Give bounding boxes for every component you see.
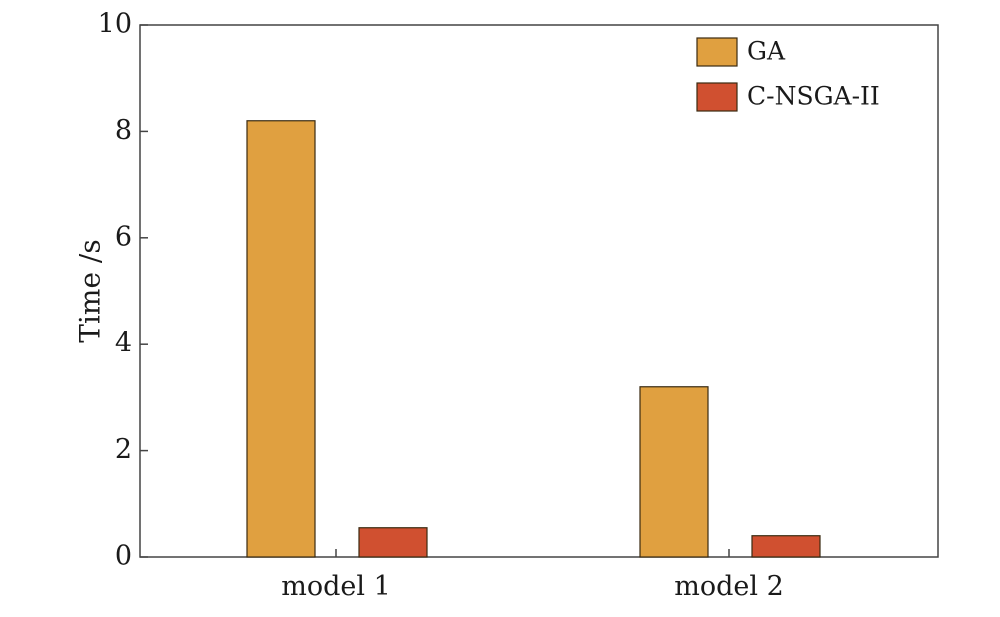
y-tick-label: 4 [115,328,132,359]
legend-swatch-ga [696,37,738,67]
bar-ga-2 [639,386,709,558]
y-tick-label: 0 [115,541,132,572]
legend-swatch-c-nsga-ii [696,82,738,112]
y-tick-label: 2 [115,434,132,465]
y-axis-label: Time /s [74,239,107,342]
bar-c-nsga-ii-1 [358,527,428,558]
y-axis: 0 2 4 6 8 10 [98,9,148,572]
legend-label: GA [747,37,786,66]
x-tick-label: model 1 [281,571,391,602]
legend: GA C-NSGA-II [696,37,880,112]
legend-label: C-NSGA-II [747,82,880,111]
plot-frame [139,24,939,558]
bar-ga-1 [246,120,316,558]
y-tick-label: 8 [115,115,132,146]
y-tick-label: 10 [98,9,132,40]
x-tick-label: model 2 [674,571,784,602]
bars [246,120,821,558]
bar-c-nsga-ii-2 [751,535,821,558]
y-tick-label: 6 [115,221,132,252]
x-axis: model 1 model 2 [281,549,784,602]
